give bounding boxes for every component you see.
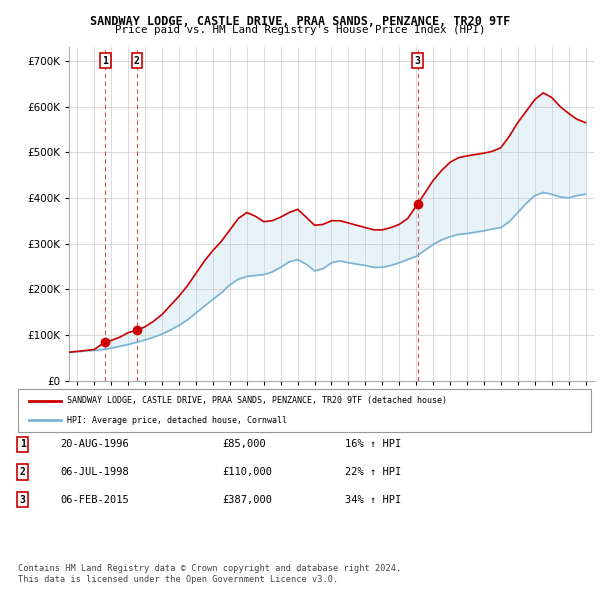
Text: Contains HM Land Registry data © Crown copyright and database right 2024.: Contains HM Land Registry data © Crown c…: [18, 565, 401, 573]
Text: 1: 1: [103, 56, 108, 66]
Text: 2: 2: [134, 56, 140, 66]
Text: Price paid vs. HM Land Registry's House Price Index (HPI): Price paid vs. HM Land Registry's House …: [115, 25, 485, 35]
Text: SANDWAY LODGE, CASTLE DRIVE, PRAA SANDS, PENZANCE, TR20 9TF (detached house): SANDWAY LODGE, CASTLE DRIVE, PRAA SANDS,…: [67, 396, 447, 405]
Text: £110,000: £110,000: [222, 467, 272, 477]
Text: HPI: Average price, detached house, Cornwall: HPI: Average price, detached house, Corn…: [67, 416, 287, 425]
Text: 16% ↑ HPI: 16% ↑ HPI: [345, 440, 401, 449]
Text: 06-FEB-2015: 06-FEB-2015: [60, 495, 129, 504]
Text: SANDWAY LODGE, CASTLE DRIVE, PRAA SANDS, PENZANCE, TR20 9TF: SANDWAY LODGE, CASTLE DRIVE, PRAA SANDS,…: [90, 15, 510, 28]
Text: 06-JUL-1998: 06-JUL-1998: [60, 467, 129, 477]
Text: This data is licensed under the Open Government Licence v3.0.: This data is licensed under the Open Gov…: [18, 575, 338, 584]
FancyBboxPatch shape: [18, 389, 591, 432]
Text: 20-AUG-1996: 20-AUG-1996: [60, 440, 129, 449]
Text: 22% ↑ HPI: 22% ↑ HPI: [345, 467, 401, 477]
Text: 1: 1: [20, 440, 26, 449]
Text: £387,000: £387,000: [222, 495, 272, 504]
Text: 3: 3: [20, 495, 26, 504]
Text: 34% ↑ HPI: 34% ↑ HPI: [345, 495, 401, 504]
Text: 2: 2: [20, 467, 26, 477]
Text: 3: 3: [415, 56, 421, 66]
Text: £85,000: £85,000: [222, 440, 266, 449]
